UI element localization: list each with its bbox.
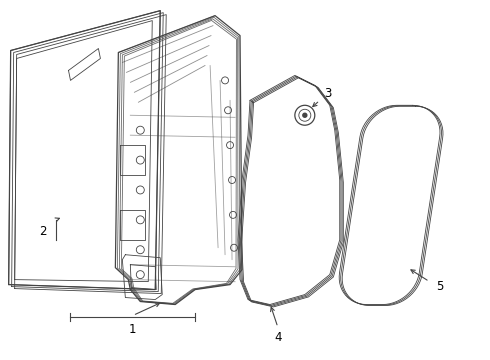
Text: 3: 3 (324, 87, 331, 100)
Text: 5: 5 (436, 280, 443, 293)
Circle shape (303, 113, 307, 117)
Text: 1: 1 (129, 323, 137, 336)
Text: 4: 4 (274, 331, 282, 344)
Text: 2: 2 (39, 225, 47, 238)
